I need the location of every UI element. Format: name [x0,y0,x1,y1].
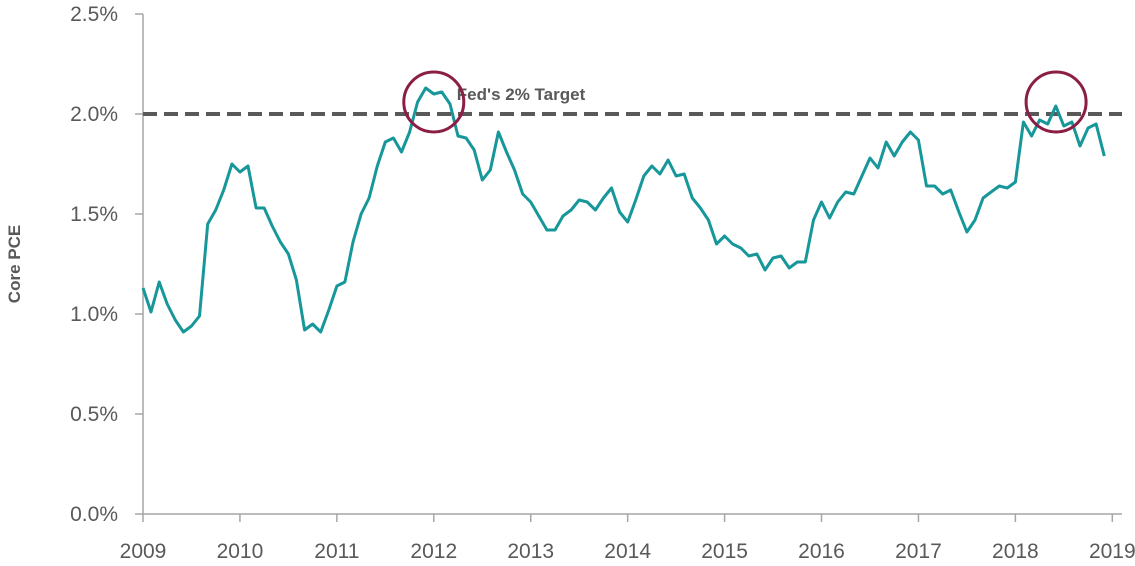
x-tick-label: 2009 [120,540,167,563]
x-axis-ticks: 2009 2010 2011 2012 2013 2014 2015 2016 2017 2018… [120,514,1135,563]
y-tick-label: 1.5% [70,203,118,226]
x-tick-label: 2015 [701,540,748,563]
target-line-group: Fed's 2% Target [143,85,1122,116]
target-label: Fed's 2% Target [457,85,586,104]
highlight-circle [1024,70,1088,134]
x-tick-label: 2019 [1089,540,1135,563]
y-axis-title: Core PCE [5,225,24,303]
x-tick-label: 2012 [410,540,457,563]
highlight-circle [402,70,466,134]
series-group [141,86,1106,334]
x-tick-label: 2010 [217,540,264,563]
core-pce-series-line [141,86,1106,334]
y-tick-label: 0.0% [70,503,118,526]
y-tick-label: 2.5% [70,3,118,26]
x-tick-label: 2018 [992,540,1039,563]
y-axis-ticks: 0.0% 0.5% 1.0% 1.5% 2.0% 2.5% [70,3,143,526]
x-tick-label: 2013 [507,540,554,563]
y-axis-title-group: Core PCE [5,225,24,303]
x-tick-label: 2016 [798,540,845,563]
highlight-circles [402,70,1088,134]
y-tick-label: 0.5% [70,403,118,426]
y-tick-label: 2.0% [70,103,118,126]
x-tick-label: 2011 [314,540,359,563]
x-tick-label: 2017 [895,540,942,563]
axes [142,14,1122,515]
x-tick-label: 2014 [604,540,651,563]
y-tick-label: 1.0% [70,303,118,326]
